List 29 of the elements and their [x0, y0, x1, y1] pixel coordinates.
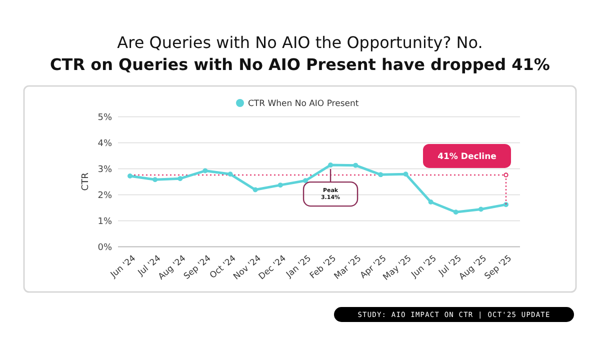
y-tick-label: 4%: [98, 138, 112, 149]
point: [278, 182, 283, 188]
point: [302, 178, 308, 184]
point: [478, 206, 484, 212]
point: [152, 177, 158, 182]
y-tick-label: 1%: [98, 216, 112, 227]
point: [202, 168, 208, 174]
point: [252, 187, 258, 192]
point: [403, 172, 408, 177]
y-tick-label: 2%: [98, 190, 112, 201]
y-axis-title: CTR: [81, 172, 91, 191]
point: [178, 176, 183, 182]
point: [504, 202, 508, 208]
point: [378, 172, 384, 178]
point: [128, 173, 132, 178]
x-tick-label: Jun '25: [409, 254, 439, 281]
annotation: 41% Decline: [438, 152, 497, 162]
point: [428, 199, 434, 204]
point: [353, 162, 358, 168]
y-tick-label: 3%: [98, 164, 112, 175]
legend-label: CTR When No AIO Present: [248, 98, 360, 109]
point: [228, 172, 233, 177]
point: [328, 162, 334, 168]
x-tick-label: Jun '24: [108, 254, 138, 281]
chart-subtitle: CTR on Queries with No AIO Present have dropped 41%: [50, 55, 550, 74]
chart-title: Are Queries with No AIO the Opportunity? No.: [117, 33, 483, 52]
y-tick-label: 5%: [98, 112, 112, 123]
y-tick-label: 0%: [98, 242, 112, 253]
point: [453, 210, 458, 215]
